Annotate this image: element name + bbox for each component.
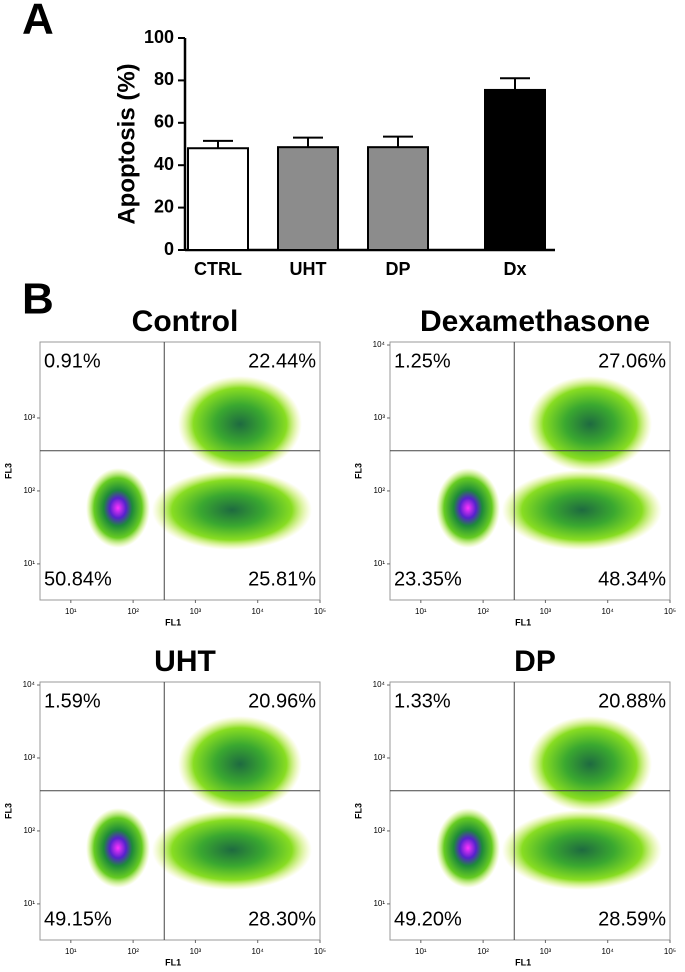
cell-population (86, 468, 150, 548)
y-tick-label: 80 (154, 69, 174, 89)
y-tick-label: 10² (373, 826, 385, 835)
y-axis-label: FL3 (3, 463, 13, 479)
panel-label: B (22, 275, 54, 324)
bar (367, 146, 429, 251)
plot-title: Dexamethasone (420, 305, 650, 338)
y-tick-label: 10¹ (373, 899, 385, 908)
cell-population (86, 808, 150, 888)
y-tick-label: 60 (154, 112, 174, 132)
x-tick-label: 10¹ (415, 947, 427, 956)
x-tick-label: 10³ (540, 947, 552, 956)
plot-frame (389, 681, 671, 941)
x-tick-label: 10¹ (65, 607, 77, 616)
plot-title: UHT (154, 645, 216, 678)
plot-frame (39, 341, 321, 601)
quadrant-label: 1.33% (394, 690, 451, 712)
quadrant-label: 50.84% (44, 568, 112, 590)
y-tick-label: 100 (144, 27, 174, 47)
x-tick-label: 10³ (540, 607, 552, 616)
x-tick-label: 10¹ (65, 947, 77, 956)
y-tick-label: 10⁴ (373, 680, 386, 689)
y-axis-label: Apoptosis (%) (113, 63, 140, 224)
quadrant-label: 23.35% (394, 568, 462, 590)
quadrant-label: 25.81% (248, 568, 316, 590)
x-tick-label: 10⁵ (664, 947, 676, 956)
y-axis-label: FL3 (3, 803, 13, 819)
y-tick-label: 10³ (23, 413, 35, 422)
plot-title: Control (132, 305, 239, 338)
x-tick-label: Dx (503, 259, 526, 279)
x-tick-label: CTRL (194, 259, 242, 279)
quadrant-label: 28.59% (598, 908, 666, 930)
x-tick-label: 10² (477, 947, 489, 956)
cell-population (528, 716, 652, 812)
quadrant-label: 1.59% (44, 690, 101, 712)
plot-frame (389, 341, 671, 601)
cell-population (152, 810, 312, 890)
x-tick-label: 10⁴ (252, 607, 265, 616)
quadrant-label: 0.91% (44, 350, 101, 372)
bar (187, 147, 249, 252)
y-tick-label: 10⁴ (373, 340, 386, 349)
cell-population (178, 716, 302, 812)
y-tick-label: 10¹ (23, 899, 35, 908)
quadrant-label: 20.96% (248, 690, 316, 712)
bar (484, 88, 546, 251)
x-tick-label: 10² (127, 947, 139, 956)
x-tick-label: 10⁴ (602, 947, 615, 956)
cell-population (152, 470, 312, 550)
cell-population (436, 808, 500, 888)
y-axis-label: FL3 (353, 463, 363, 479)
x-tick-label: UHT (290, 259, 327, 279)
y-tick-label: 40 (154, 154, 174, 174)
y-tick-label: 10³ (373, 753, 385, 762)
quadrant-label: 49.15% (44, 908, 112, 930)
cell-population (436, 468, 500, 548)
x-tick-label: 10³ (190, 607, 202, 616)
quadrant-label: 49.20% (394, 908, 462, 930)
quadrant-label: 22.44% (248, 350, 316, 372)
cell-population (502, 470, 662, 550)
x-tick-label: 10² (477, 607, 489, 616)
y-tick-label: 10³ (23, 753, 35, 762)
y-tick-label: 20 (154, 196, 174, 216)
y-tick-label: 10⁴ (23, 680, 36, 689)
x-tick-label: 10⁵ (314, 607, 326, 616)
bar (277, 146, 339, 251)
x-tick-label: 10⁴ (602, 607, 615, 616)
x-axis-label: FL1 (515, 617, 531, 627)
plot-title: DP (514, 645, 556, 678)
x-axis-label: FL1 (515, 957, 531, 967)
quadrant-label: 20.88% (598, 690, 666, 712)
y-tick-label: 10² (23, 486, 35, 495)
quadrant-label: 27.06% (598, 350, 666, 372)
y-tick-label: 10² (373, 486, 385, 495)
x-axis-label: FL1 (165, 957, 181, 967)
x-tick-label: DP (385, 259, 410, 279)
x-tick-label: 10⁵ (664, 607, 676, 616)
cell-population (178, 376, 302, 472)
panel-label: A (22, 0, 54, 44)
y-tick-label: 10² (23, 826, 35, 835)
plot-frame (39, 681, 321, 941)
x-tick-label: 10⁴ (252, 947, 265, 956)
y-tick-label: 10³ (373, 413, 385, 422)
y-tick-label: 10¹ (373, 559, 385, 568)
quadrant-label: 1.25% (394, 350, 451, 372)
x-tick-label: 10¹ (415, 607, 427, 616)
x-tick-label: 10³ (190, 947, 202, 956)
quadrant-label: 48.34% (598, 568, 666, 590)
y-tick-label: 10¹ (23, 559, 35, 568)
quadrant-label: 28.30% (248, 908, 316, 930)
y-tick-label: 0 (164, 239, 174, 259)
x-tick-label: 10⁵ (314, 947, 326, 956)
x-tick-label: 10² (127, 607, 139, 616)
y-axis-label: FL3 (353, 803, 363, 819)
cell-population (528, 376, 652, 472)
cell-population (502, 810, 662, 890)
x-axis-label: FL1 (165, 617, 181, 627)
